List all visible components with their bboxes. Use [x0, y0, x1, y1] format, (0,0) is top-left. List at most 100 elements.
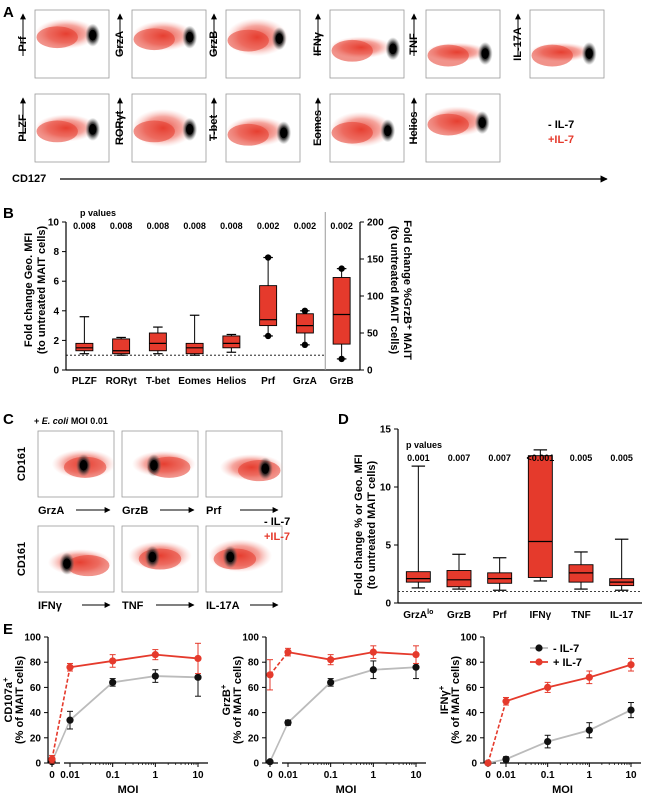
e-series-3-plus	[484, 657, 635, 767]
e-xtick-label-2-0-1: 0.1	[324, 770, 338, 781]
panel-label-d: D	[338, 411, 349, 428]
e-ylabel-3: IFNγ+ (% of MAIT cells)	[437, 656, 462, 744]
panel-label-b: B	[3, 205, 14, 222]
panel-b-box-chart: 0246810050100150200PLZF0.008RORγt0.008T-…	[48, 212, 384, 387]
d-category-grzb: GrzB	[447, 610, 471, 621]
panel-label-c: C	[3, 411, 14, 428]
e-point-2-1-4	[412, 651, 420, 659]
d-box-grzalo	[405, 465, 431, 589]
d-pvalue-tnf: 0.005	[570, 453, 593, 463]
e-xtick-label-2-0-01: 0.01	[278, 770, 298, 781]
flow-plot-tnf-plus-core	[427, 44, 469, 67]
flow-plot-eomes-plus-core	[331, 121, 373, 144]
b-box-grza-box	[295, 313, 314, 334]
flow-plot-plzf	[34, 93, 110, 163]
e-point-3-0-1	[502, 755, 510, 763]
b-box-t-bet-box	[148, 332, 167, 352]
flow-plot-ifn	[329, 9, 405, 79]
b-category-helios: Helios	[216, 376, 246, 387]
e-ytick-label-3-0: 0	[471, 759, 477, 770]
flow-plot-il-17a-minus-core	[585, 48, 593, 59]
e-xlabel-2: MOI	[336, 784, 357, 796]
e-point-3-1-0	[484, 759, 492, 767]
e-point-1-1-0	[48, 755, 56, 763]
e-series-1-plus	[48, 642, 202, 764]
c-flow-plot-grzb-minus-core	[150, 460, 158, 471]
b-pvalue-grzb: 0.002	[330, 221, 353, 231]
c-flow-plot-ifn	[37, 525, 115, 593]
flow-plot-ror-t-plus-core	[133, 120, 175, 143]
e-ytick-label-1-100: 100	[24, 633, 41, 644]
b-box-helios	[222, 333, 241, 353]
e-xtick-label-2-1: 1	[371, 770, 377, 781]
c-flow-plot-grza-minus-core	[79, 460, 88, 471]
panel-c-legend-plus: +IL-7	[264, 531, 290, 543]
e-xtick-label-1-0-01: 0.01	[60, 770, 80, 781]
b-pvalue-prf: 0.002	[257, 221, 280, 231]
e-xtick-label-3-0: 0	[485, 770, 491, 781]
b-box-grza	[295, 307, 314, 349]
e-point-3-1-4	[627, 661, 635, 669]
e-chart-2: 0 20 40 60 80 100 0 0.01 0.1 1 10 MOI GrzB+ (% of MAI…	[219, 633, 426, 796]
e-xtick-label-1-0: 0	[49, 770, 55, 781]
d-tick-label-5: 5	[385, 541, 391, 552]
e-point-1-1-4	[194, 654, 202, 663]
e-ytick-label-3-100: 100	[460, 633, 477, 644]
flow-plot-grza-plus-core	[133, 28, 175, 51]
panel-c-legend-minus: - IL-7	[264, 516, 290, 528]
e-xtick-label-3-0-01: 0.01	[496, 770, 516, 781]
e-xtick-label-3-0-1: 0.1	[541, 770, 555, 781]
e-legend: - IL-7 + IL-7	[530, 643, 582, 669]
d-pvalue-ifn: <0.001	[526, 453, 554, 463]
e-ytick-label-2-0: 0	[253, 759, 259, 770]
b-dot-low-prf	[264, 332, 272, 340]
flow-plot-il-17a	[529, 9, 605, 79]
e-xtick-label-1-10: 10	[192, 770, 204, 781]
e-ytick-label-2-20: 20	[248, 733, 260, 744]
e-ytick-label-2-80: 80	[248, 658, 260, 669]
b-left-tick-label-6: 6	[53, 277, 59, 288]
c-flow-plot-prf	[205, 430, 284, 498]
e-point-1-0-4	[194, 673, 202, 681]
c-flow-plot-grza	[37, 430, 116, 498]
e-point-2-0-4	[412, 663, 420, 671]
b-box-plzf-box	[75, 342, 94, 352]
e-connector-2-0	[269, 722, 289, 763]
flow-plot-plzf-plus-core	[36, 120, 78, 143]
c-flow-plot-il-17a-minus-core	[226, 551, 235, 563]
d-tick-label-0: 0	[385, 599, 391, 610]
panel-c-treatment: + E. coli MOI 0.01	[34, 416, 108, 426]
e-xlabel-1: MOI	[118, 784, 139, 796]
e-legend-plus-marker	[535, 658, 543, 666]
b-dot-low-grzb	[338, 355, 345, 363]
flow-plot-grzb-plus-core	[227, 29, 269, 52]
flow-plot-ror-t	[131, 93, 207, 163]
flow-plot-prf-minus-core	[89, 29, 97, 41]
e-point-3-1-2	[544, 683, 552, 692]
b-box-grzb-box	[332, 277, 351, 345]
e-xtick-label-3-10: 10	[625, 770, 637, 781]
d-category-tnf: TNF	[571, 610, 590, 621]
flow-plot-helios-minus-core	[478, 117, 486, 128]
flow-plot-eomes	[329, 93, 405, 163]
e-ytick-label-1-80: 80	[30, 658, 42, 669]
flow-plot-il-17a-plus-core	[531, 44, 573, 67]
panel-b-ylabel-right: Fold change %GrzB⁺ MAIT(to untreated MAI…	[388, 220, 413, 360]
b-box-t-bet	[148, 326, 167, 355]
e-ylabel-1: CD107a+ (% of MAIT cells)	[1, 656, 26, 744]
b-left-tick-label-4: 4	[53, 306, 59, 317]
flow-plot-grzb	[225, 9, 301, 79]
d-box-ifn	[527, 449, 553, 582]
e-series-3-minus	[484, 702, 635, 767]
b-right-tick-label-50: 50	[367, 329, 379, 340]
e-point-2-1-0	[266, 671, 274, 679]
b-left-tick-label-8: 8	[53, 247, 59, 258]
d-category-ifn: IFNγ	[529, 610, 551, 621]
panel-c-flow-plots: GrzA GrzB Prf IFNγ TNF IL-17A CD161 CD161	[16, 430, 284, 612]
panel-label-a: A	[3, 4, 14, 21]
d-box-grzb	[446, 553, 472, 590]
d-box-tnf	[568, 551, 594, 590]
e-line-2-1	[287, 651, 417, 661]
d-box-grzalo-box	[405, 571, 431, 583]
